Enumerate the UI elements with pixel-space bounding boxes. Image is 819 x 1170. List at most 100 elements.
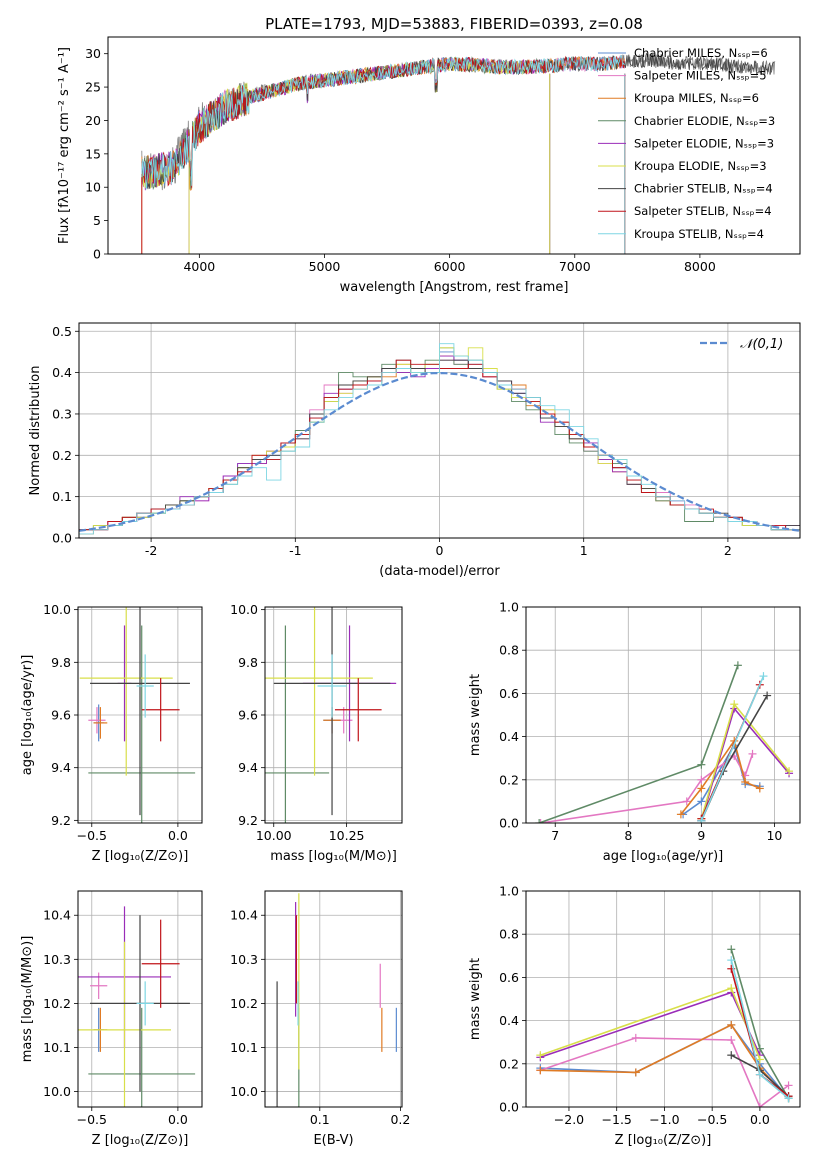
y-tick-label: 9.4 (51, 760, 71, 775)
y-tick-label: 0.0 (52, 531, 72, 546)
legend-label: 𝒩(0,1) (740, 337, 783, 352)
y-tick-label: 0.5 (52, 324, 72, 339)
y-tick-label: 10.2 (230, 996, 258, 1011)
y-tick-label: 10.1 (230, 1040, 258, 1055)
y-tick-label: 0.2 (499, 772, 519, 787)
legend-label: Kroupa MILES, Nₛₛₚ=6 (634, 91, 759, 105)
axes-frame (77, 890, 203, 1108)
x-tick-label: −0.5 (697, 1112, 727, 1127)
x-tick-label: 6000 (434, 259, 466, 274)
chart-title: PLATE=1793, MJD=53883, FIBERID=0393, z=0… (265, 15, 643, 33)
y-tick-label: 9.8 (51, 655, 71, 670)
y-axis-label: Normed distribution (28, 366, 43, 496)
x-tick-label: 2 (724, 543, 732, 558)
y-tick-label: 0.4 (52, 365, 72, 380)
legend-label: Chabrier MILES, Nₛₛₚ=6 (634, 46, 768, 60)
y-axis-label: Flux [fλ10⁻¹⁷ erg cm⁻² s⁻¹ A⁻¹] (57, 47, 72, 244)
age_vs_mass-plot-area (265, 607, 397, 823)
y-tick-label: 1.0 (499, 600, 519, 615)
y-tick-label: 0.8 (499, 643, 519, 658)
weight-series-line (700, 706, 790, 822)
axes-frame (78, 322, 801, 539)
histogram-series-step (79, 343, 800, 538)
weight-series-line (700, 675, 765, 822)
x-tick-label: 0.0 (168, 828, 188, 843)
y-axis-label: mass weight (468, 674, 483, 756)
spectrum-panel: 4000 5000 6000 7000 8000 0 5 10 15 20 25 30 waveleng… (57, 15, 801, 295)
x-tick-label: 10 (766, 828, 782, 843)
y-tick-label: 25 (85, 80, 101, 95)
y-tick-label: 10.4 (43, 908, 71, 923)
weight_vs_age-plot-area (535, 661, 794, 823)
x-tick-label: −1.0 (649, 1112, 679, 1127)
y-tick-label: 0.2 (52, 448, 72, 463)
residuals-panel: -2 -1 0 1 2 0.0 0.1 0.2 0.3 0.4 0.5 (data-model)/er… (28, 322, 801, 579)
y-tick-label: 9.6 (51, 708, 71, 723)
y-tick-label: 5 (93, 213, 101, 228)
legend-label: Kroupa ELODIE, Nₛₛₚ=3 (634, 159, 767, 173)
x-axis-label: wavelength [Angstrom, rest frame] (340, 280, 569, 295)
y-tick-label: 10.0 (43, 602, 71, 617)
y-tick-label: 30 (85, 46, 101, 61)
y-tick-label: 1.0 (499, 884, 519, 899)
mass_vs_ebv-panel: 0.1 0.2 10.0 10.1 10.2 10.3 10.4 E(B-V) (230, 890, 410, 1148)
y-tick-label: 0.0 (499, 816, 519, 831)
y-axis-label: mass weight (468, 958, 483, 1040)
axes-frame (264, 606, 403, 824)
y-tick-label: 10.3 (230, 952, 258, 967)
legend-label: Salpeter ELODIE, Nₛₛₚ=3 (634, 136, 774, 150)
mass_vs_ebv-plot-area (276, 893, 397, 1107)
age_vs_Z-plot-area (79, 607, 196, 823)
weight_vs_age-panel: 7 8 9 10 0.0 0.2 0.4 0.6 0.8 1.0 age [log₁₀(age/yr… (468, 600, 801, 864)
y-tick-label: 10.3 (43, 952, 71, 967)
legend-label: Salpeter STELIB, Nₛₛₚ=4 (634, 204, 772, 218)
y-tick-label: 9.6 (238, 708, 258, 723)
y-tick-label: 0.6 (499, 686, 519, 701)
x-tick-label: -2 (145, 543, 157, 558)
y-tick-label: 10.4 (230, 908, 258, 923)
y-tick-label: 20 (85, 113, 101, 128)
x-axis-label: Z [log₁₀(Z/Z⊙)] (615, 1133, 712, 1148)
x-axis-label: Z [log₁₀(Z/Z⊙)] (92, 849, 189, 864)
y-tick-label: 10.0 (230, 602, 258, 617)
y-tick-label: 10.1 (43, 1040, 71, 1055)
residuals-plot-area (79, 343, 800, 538)
y-tick-label: 15 (85, 146, 101, 161)
x-tick-label: 7000 (559, 259, 591, 274)
legend-label: Chabrier ELODIE, Nₛₛₚ=3 (634, 114, 775, 128)
axes-frame (525, 890, 801, 1108)
spectrum-series-line (141, 55, 625, 190)
x-tick-label: 0.0 (168, 1112, 188, 1127)
y-axis-label: age [log₁₀(age/yr)] (20, 655, 35, 776)
y-tick-label: 9.2 (238, 813, 258, 828)
x-tick-label: 7 (551, 828, 559, 843)
weight-series-line (540, 991, 761, 1059)
legend-label: Kroupa STELIB, Nₛₛₚ=4 (634, 227, 764, 241)
x-axis-label: Z [log₁₀(Z/Z⊙)] (92, 1133, 189, 1148)
y-tick-label: 0.3 (52, 406, 72, 421)
x-tick-label: -1 (289, 543, 301, 558)
y-tick-label: 0 (93, 247, 101, 262)
y-axis-label: mass [log₁₀(M/M⊙)] (20, 936, 35, 1063)
y-tick-label: 0.4 (499, 1013, 519, 1028)
axes-frame (107, 36, 801, 255)
x-tick-label: 0 (436, 543, 444, 558)
y-tick-label: 0.1 (52, 489, 72, 504)
x-tick-label: −1.5 (602, 1112, 632, 1127)
weight-series-line (540, 987, 761, 1060)
x-axis-label: E(B-V) (313, 1133, 353, 1148)
weight_vs_Z-panel: −2.0 −1.5 −1.0 −0.5 0.0 0.0 0.2 0.4 0.6 0.8 1.0 Z [… (468, 884, 801, 1148)
y-tick-label: 0.4 (499, 729, 519, 744)
y-tick-label: 10.0 (43, 1084, 71, 1099)
x-tick-label: −0.5 (77, 1112, 107, 1127)
x-axis-label: age [log₁₀(age/yr)] (603, 849, 724, 864)
x-tick-label: 0.2 (390, 1112, 410, 1127)
y-tick-label: 0.2 (499, 1056, 519, 1071)
x-tick-label: 0.1 (310, 1112, 330, 1127)
y-tick-label: 0.0 (499, 1100, 519, 1115)
mass_vs_Z-plot-area (78, 906, 196, 1107)
age_vs_mass-panel: 10.00 10.25 9.2 9.4 9.6 9.8 10.0 mass [log₁₀(M/… (230, 602, 403, 864)
x-axis-label: mass [log₁₀(M/M⊙)] (270, 849, 397, 864)
